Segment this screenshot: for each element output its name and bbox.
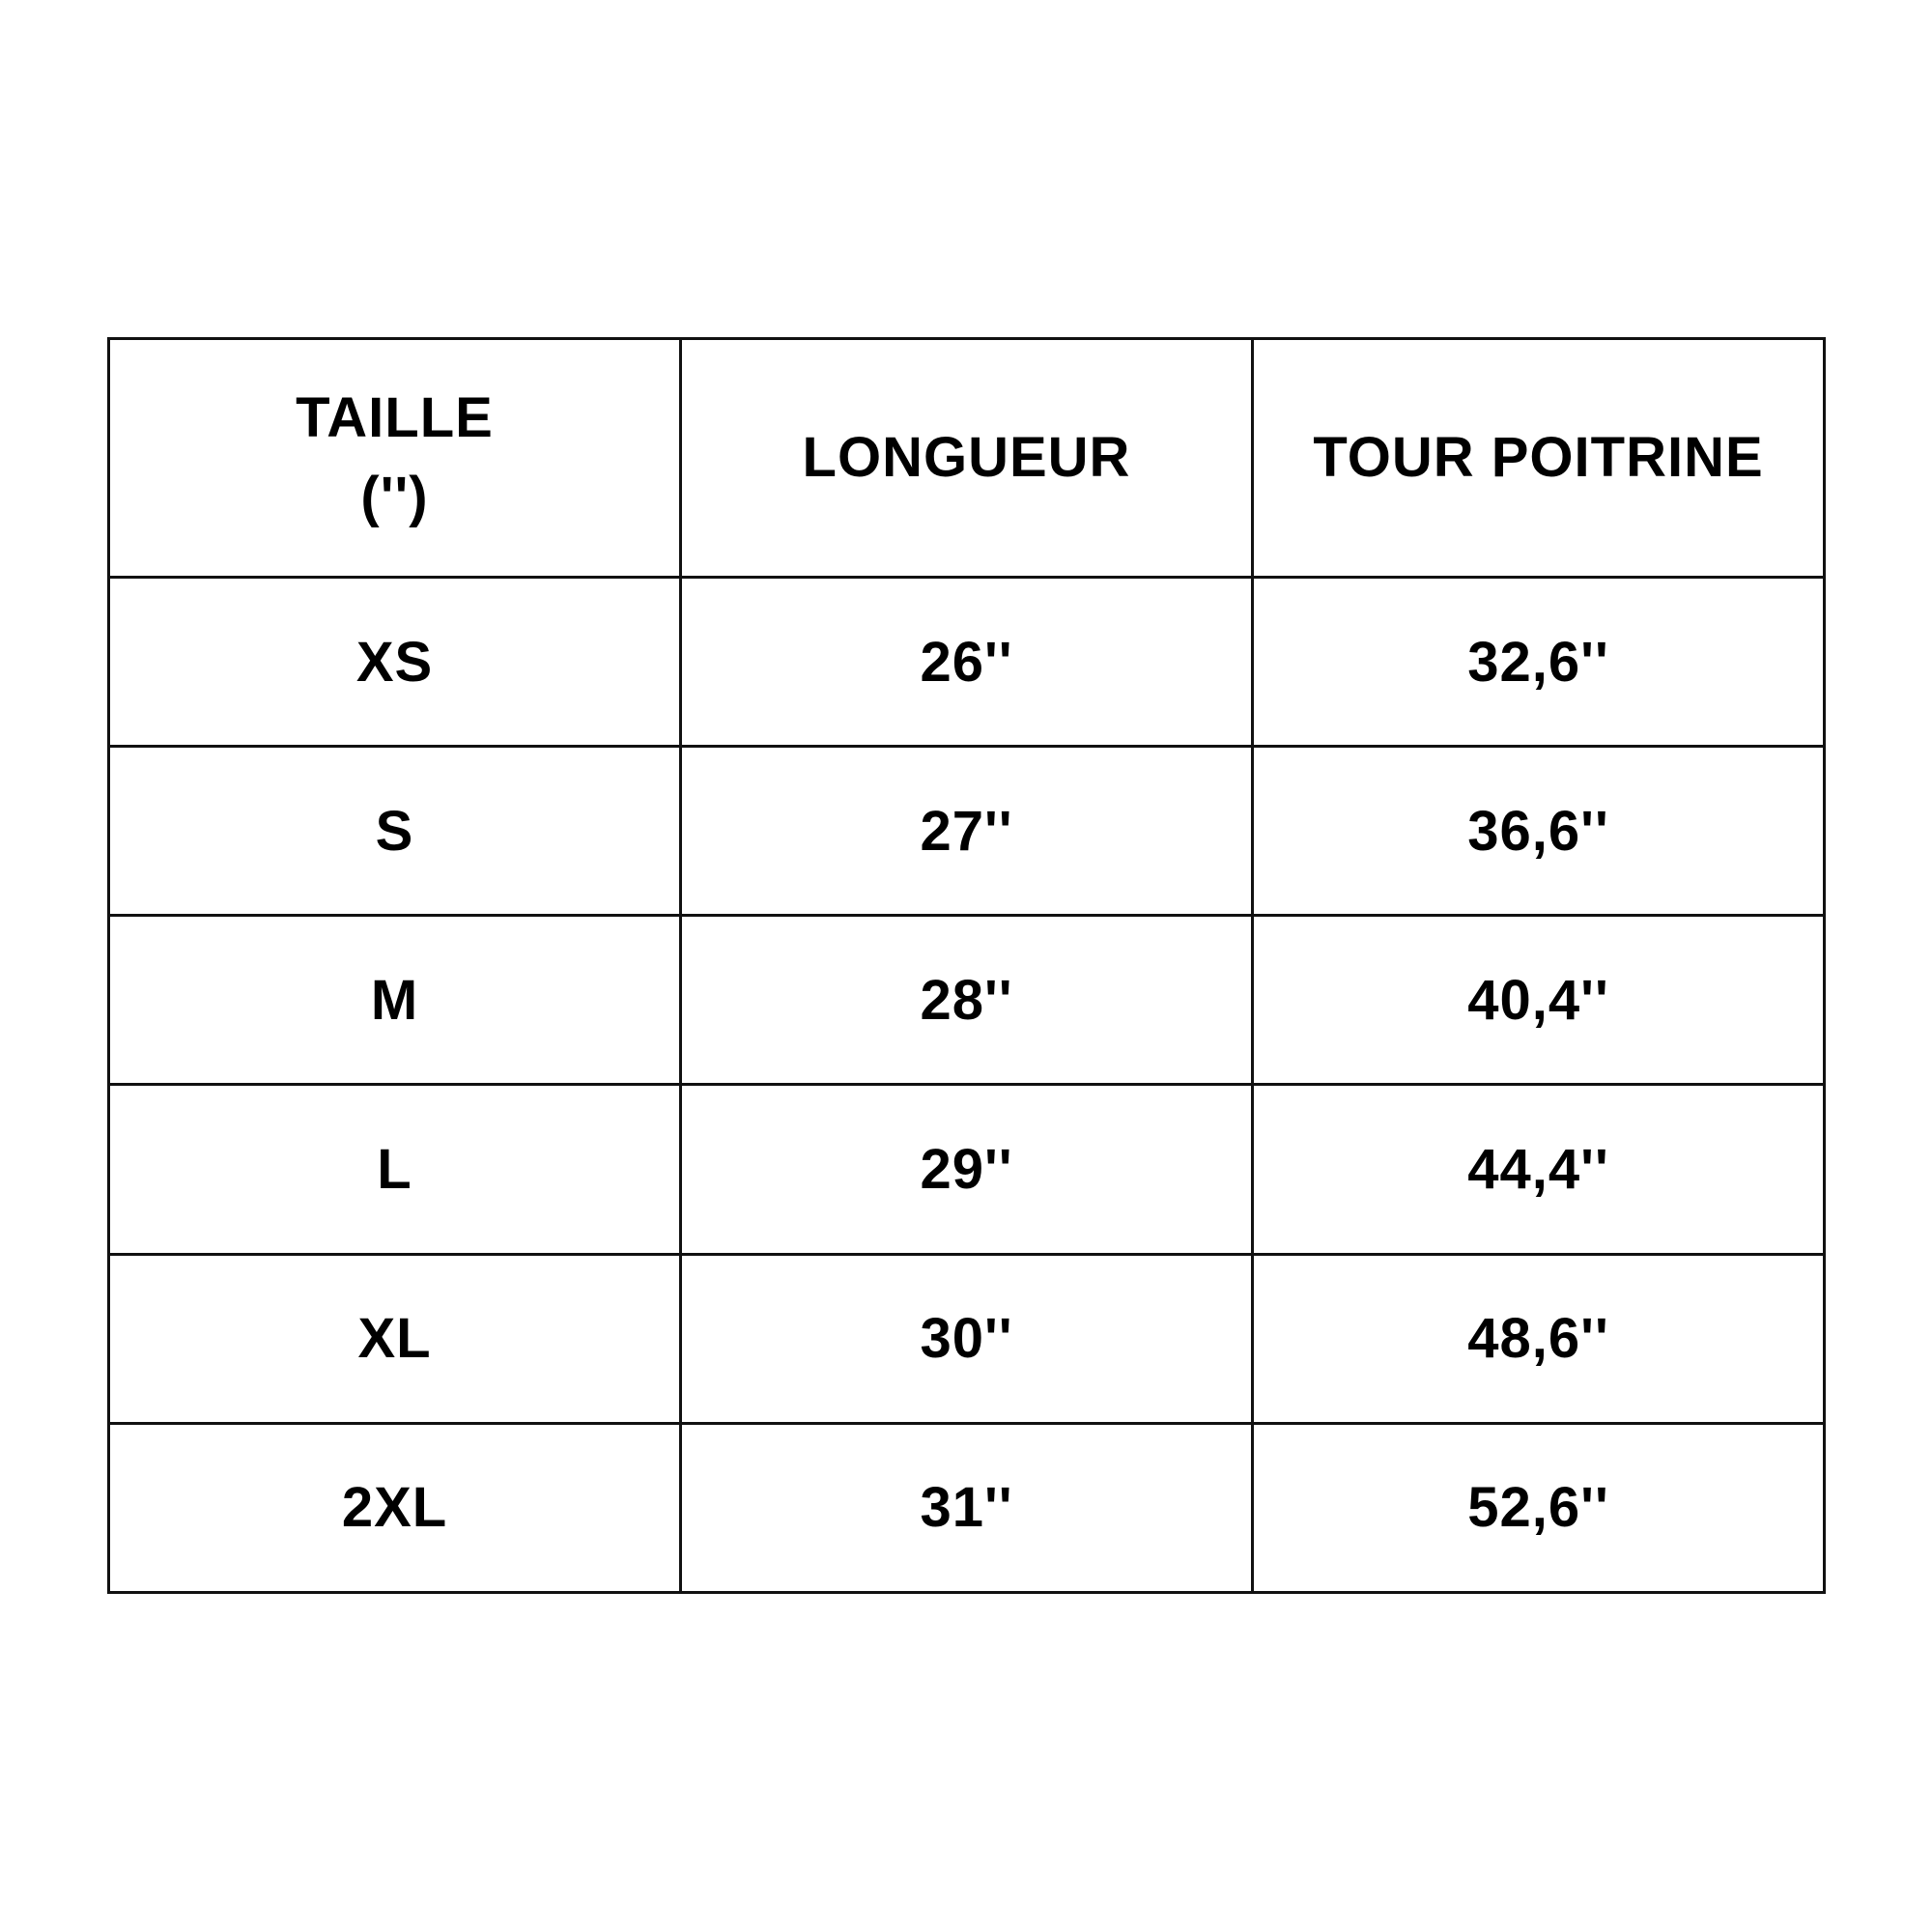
- cell-chest: 44,4'': [1251, 1083, 1826, 1256]
- cell-length: 28'': [679, 914, 1254, 1087]
- cell-length: 30'': [679, 1252, 1254, 1425]
- cell-length: 31'': [679, 1421, 1254, 1595]
- header-size-unit: (''): [360, 466, 429, 528]
- cell-chest: 36,6'': [1251, 745, 1826, 918]
- cell-size: L: [107, 1083, 682, 1256]
- header-length: LONGUEUR: [679, 337, 1254, 579]
- cell-length: 29'': [679, 1083, 1254, 1256]
- cell-chest: 52,6'': [1251, 1421, 1826, 1595]
- cell-size: M: [107, 914, 682, 1087]
- table-row: S 27'' 36,6'': [107, 745, 1826, 918]
- cell-chest: 32,6'': [1251, 575, 1826, 749]
- cell-chest: 40,4'': [1251, 914, 1826, 1087]
- cell-length: 26'': [679, 575, 1254, 749]
- header-chest: TOUR POITRINE: [1251, 337, 1826, 579]
- header-size: TAILLE (''): [107, 337, 682, 579]
- table-row: 2XL 31'' 52,6'': [107, 1421, 1826, 1595]
- header-size-label: TAILLE: [296, 386, 494, 449]
- cell-size: XL: [107, 1252, 682, 1425]
- cell-size: XS: [107, 575, 682, 749]
- table-row: XL 30'' 48,6'': [107, 1252, 1826, 1425]
- table-row: XS 26'' 32,6'': [107, 575, 1826, 749]
- header-row: TAILLE ('') LONGUEUR TOUR POITRINE: [107, 337, 1826, 579]
- cell-length: 27'': [679, 745, 1254, 918]
- table-row: L 29'' 44,4'': [107, 1083, 1826, 1256]
- size-chart-table: TAILLE ('') LONGUEUR TOUR POITRINE XS 26'…: [107, 337, 1826, 1595]
- cell-size: 2XL: [107, 1421, 682, 1595]
- cell-size: S: [107, 745, 682, 918]
- cell-chest: 48,6'': [1251, 1252, 1826, 1425]
- table-row: M 28'' 40,4'': [107, 914, 1826, 1087]
